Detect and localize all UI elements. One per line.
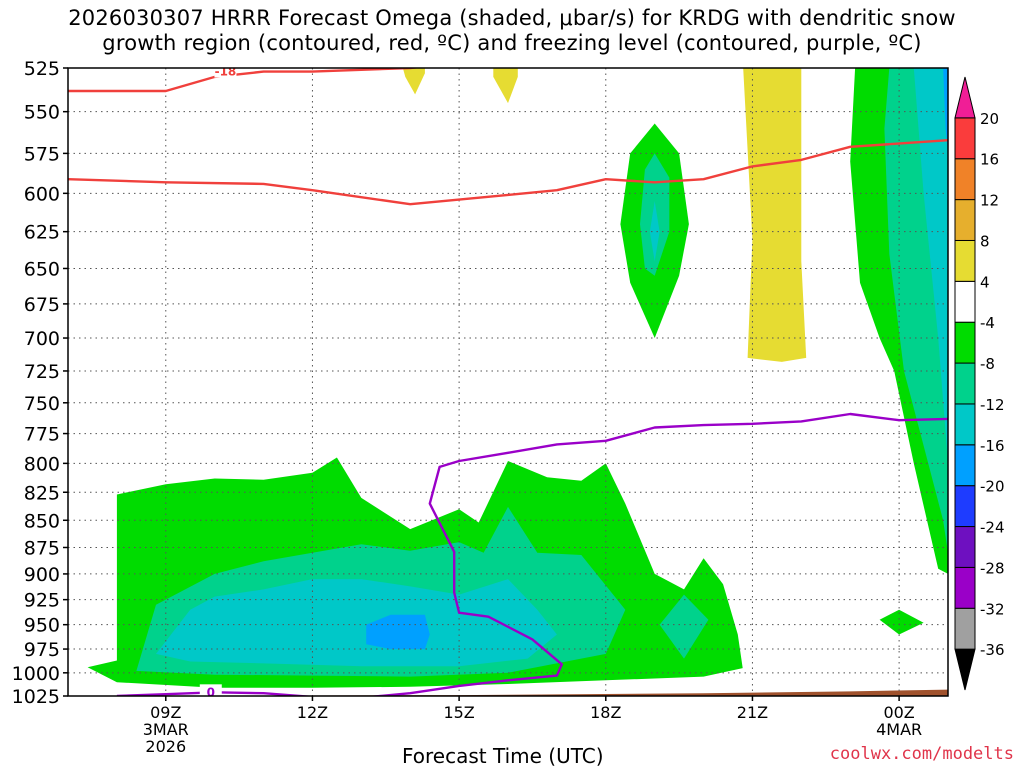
x-axis-title: Forecast Time (UTC)	[402, 744, 604, 768]
colorbar-bin	[954, 321, 976, 364]
y-tick-label: 950	[24, 615, 60, 637]
colorbar-label: -36	[980, 641, 1005, 659]
colorbar-bin	[954, 444, 976, 487]
colorbar-bin	[954, 485, 976, 528]
colorbar-arrow-bottom	[954, 648, 976, 691]
contour-line	[116, 412, 948, 696]
colorbar-label: -12	[980, 396, 1005, 414]
colorbar-label: 12	[980, 192, 999, 210]
terrain-strip	[68, 689, 948, 696]
y-tick-label: 875	[24, 537, 60, 559]
y-tick-label: 575	[24, 143, 60, 165]
contour-line	[68, 68, 422, 93]
colorbar-label: -20	[980, 478, 1005, 496]
x-tick-date: 4MAR	[876, 720, 922, 739]
contour-line	[68, 139, 948, 206]
y-tick-label: 975	[24, 639, 60, 661]
colorbar-label: 16	[980, 151, 999, 169]
chart-title-line1: 2026030307 HRRR Forecast Omega (shaded, …	[68, 6, 956, 30]
omega-region-yellow-column	[743, 68, 807, 362]
x-tick-label: 12Z	[297, 703, 328, 722]
y-tick-label: 850	[24, 510, 60, 532]
y-tick-label: 900	[24, 564, 60, 586]
colorbar-label: -16	[980, 437, 1005, 455]
x-tick-label: 15Z	[443, 703, 474, 722]
colorbar-label: -32	[980, 600, 1005, 618]
omega-region-low-blue	[366, 614, 430, 650]
y-tick-label: 525	[24, 58, 60, 80]
plot-frame	[67, 67, 949, 697]
colorbar-bin	[954, 117, 976, 160]
colorbar-label: 4	[980, 273, 990, 291]
x-tick-year: 2026	[145, 737, 186, 756]
y-tick-label: 550	[24, 102, 60, 124]
y-tick-label: 1025	[12, 686, 60, 708]
contour-label-bg	[214, 68, 237, 78]
colorbar-bin	[954, 526, 976, 568]
x-tick-date: 3MAR	[143, 720, 189, 739]
colorbar-bin	[954, 566, 976, 609]
omega-region-yellow-top2	[493, 68, 518, 104]
omega-region-green-blob	[879, 609, 924, 635]
contour-label-bg	[199, 684, 222, 696]
y-tick-label: 625	[24, 222, 60, 244]
contour-label: -18	[215, 65, 237, 79]
colorbar-label: -24	[980, 519, 1005, 537]
colorbar-label: -28	[980, 559, 1005, 577]
x-tick-label: 18Z	[590, 703, 621, 722]
omega-region-teal-blob	[659, 594, 709, 659]
omega-region-mid-cyan	[649, 201, 660, 262]
colorbar-bin	[954, 403, 976, 446]
colorbar-label: -8	[980, 355, 995, 373]
colorbar-bin	[954, 199, 976, 241]
y-tick-label: 1000	[12, 663, 60, 685]
chart-title-line2: growth region (contoured, red, ºC) and f…	[102, 31, 922, 55]
y-tick-label: 750	[24, 393, 60, 415]
colorbar-bin	[954, 607, 976, 650]
y-tick-label: 725	[24, 361, 60, 383]
contour-label: 0	[207, 685, 215, 699]
y-tick-label: 600	[24, 183, 60, 205]
credit-text: coolwx.com/modelts	[829, 744, 1014, 764]
y-tick-label: 650	[24, 258, 60, 280]
x-tick-label: 00Z	[883, 703, 914, 722]
y-tick-label: 925	[24, 590, 60, 612]
omega-region-right-blue	[943, 68, 948, 154]
omega-region-yellow-top1	[402, 68, 425, 95]
colorbar-label: 20	[980, 110, 999, 128]
colorbar-label: -4	[980, 314, 995, 332]
colorbar-bin	[954, 362, 976, 405]
x-tick-label: 09Z	[150, 703, 181, 722]
colorbar-label: 8	[980, 232, 990, 250]
y-tick-label: 775	[24, 424, 60, 446]
y-tick-label: 825	[24, 482, 60, 504]
colorbar-bin	[954, 158, 976, 201]
colorbar-bin	[954, 280, 976, 323]
colorbar-arrow-top	[954, 76, 976, 119]
y-tick-label: 700	[24, 328, 60, 350]
y-tick-label: 800	[24, 453, 60, 475]
x-tick-label: 21Z	[737, 703, 768, 722]
colorbar-bin	[954, 239, 976, 282]
omega-region-right-cyan	[913, 68, 948, 464]
y-tick-label: 675	[24, 294, 60, 316]
